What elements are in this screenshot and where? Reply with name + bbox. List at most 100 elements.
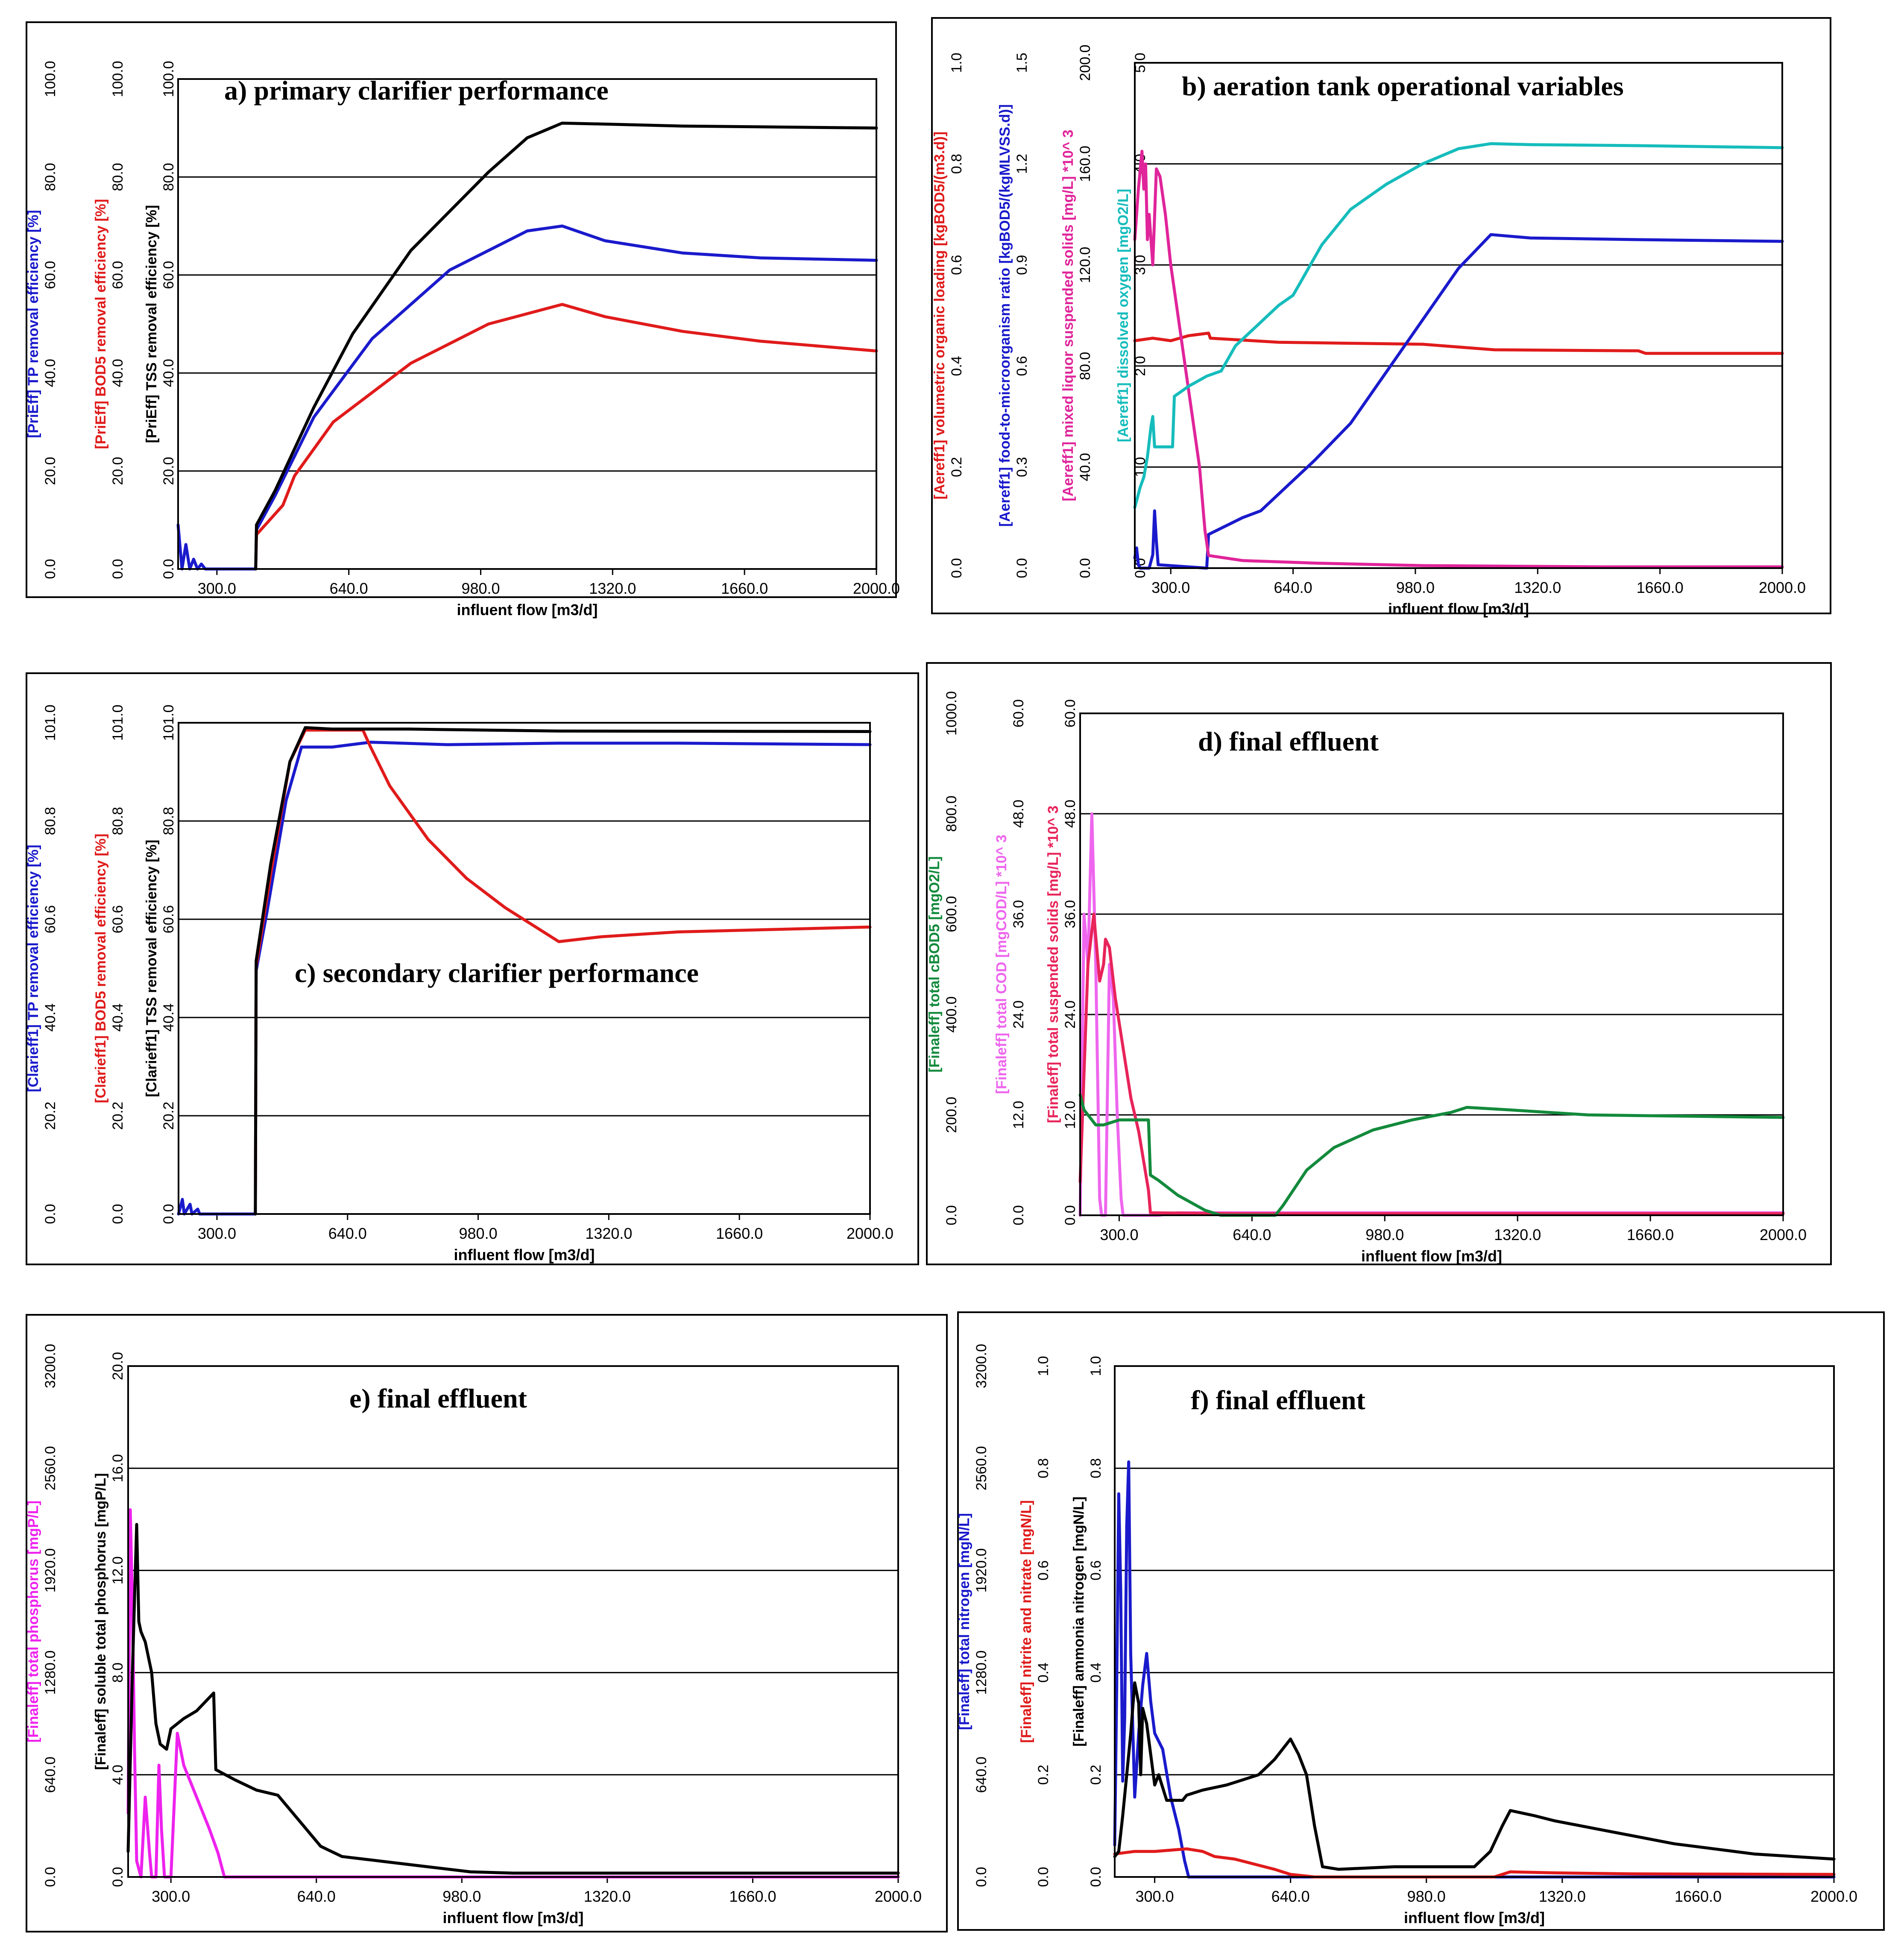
series-line-tss-removal-efficiency [254, 726, 872, 1216]
x-axis-label: influent flow [m3/d] [1361, 1247, 1502, 1265]
y-axis-label: [Finaleff] total COD [mgCOD/L] *10^ 3 [993, 835, 1010, 1094]
ytick-label: 48.0 [1011, 800, 1027, 828]
ytick-label: 120.0 [1077, 247, 1093, 283]
y-axis-label: [PriEff] BOD5 removal efficiency [%] [93, 199, 109, 449]
ytick-label: 20.2 [42, 1102, 59, 1130]
xtick-label: 300.0 [1151, 579, 1190, 596]
xtick-label: 1660.0 [721, 580, 768, 597]
ytick-label: 0.6 [1088, 1560, 1104, 1581]
ytick-label: 1.2 [1014, 154, 1030, 174]
ytick-label: 2560.0 [973, 1446, 990, 1490]
y-axis-label: [Clarieff1] BOD5 removal efficiency [%] [93, 833, 109, 1103]
ytick-label: 200.0 [943, 1097, 960, 1133]
chart-title: e) final effluent [349, 1383, 527, 1413]
ytick-label: 0.0 [110, 1867, 126, 1887]
ytick-label: 40.0 [42, 359, 59, 387]
ytick-label: 100.0 [42, 61, 59, 97]
x-axis-label: influent flow [m3/d] [1388, 600, 1529, 618]
ytick-label: 0.6 [949, 255, 965, 275]
ytick-label: 12.0 [110, 1556, 126, 1584]
xtick-label: 2000.0 [1810, 1888, 1857, 1905]
ytick-label: 1.0 [1088, 1356, 1104, 1376]
xtick-label: 300.0 [1100, 1226, 1138, 1243]
ytick-label: 0.0 [1011, 1205, 1027, 1225]
ytick-label: 40.0 [1077, 453, 1093, 481]
ytick-label: 600.0 [943, 896, 960, 932]
panel-frame [26, 672, 919, 1265]
ytick-label: 0.4 [1035, 1663, 1052, 1683]
xtick-label: 1320.0 [589, 580, 636, 597]
xtick-label: 1660.0 [1637, 579, 1684, 596]
xtick-label: 1320.0 [585, 1225, 632, 1242]
ytick-label: 100.0 [161, 61, 177, 97]
xtick-label: 2000.0 [1759, 579, 1806, 596]
ytick-label: 24.0 [1062, 1000, 1078, 1029]
xtick-label: 1320.0 [1514, 579, 1561, 596]
ytick-label: 0.0 [1035, 1867, 1052, 1887]
ytick-label: 80.0 [110, 163, 126, 191]
ytick-label: 8.0 [110, 1663, 126, 1683]
plot-area [1114, 1365, 1835, 1878]
x-axis-label: influent flow [m3/d] [443, 1909, 584, 1927]
ytick-label: 60.0 [42, 261, 59, 289]
ytick-label: 1000.0 [943, 691, 960, 736]
xtick-label: 1660.0 [1675, 1888, 1722, 1905]
ytick-label: 101.0 [42, 704, 59, 741]
xtick-label: 640.0 [330, 580, 368, 597]
ytick-label: 0.2 [1088, 1765, 1104, 1785]
ytick-label: 1.0 [949, 53, 965, 73]
panel-d: 0.0 200.0 400.0 600.0 800.0 1000.0 [Finaleff] … [926, 662, 1832, 1265]
ytick-label: 12.0 [1062, 1101, 1078, 1129]
xtick-label: 1660.0 [1627, 1226, 1674, 1243]
panel-e: 0.0 640.0 1280.0 1920.0 2560.0 3200.0 [Finalef… [25, 1314, 948, 1932]
xtick-label: 980.0 [459, 1225, 498, 1242]
x-axis-label: influent flow [m3/d] [454, 1246, 595, 1264]
ytick-label: 12.0 [1011, 1101, 1027, 1129]
ytick-label: 60.0 [1011, 699, 1027, 727]
chart-title: d) final effluent [1198, 726, 1379, 757]
xtick-label: 2000.0 [1760, 1226, 1807, 1243]
ytick-label: 0.8 [1035, 1458, 1052, 1478]
xtick-label: 980.0 [1407, 1888, 1446, 1905]
series-line-tss-removal-efficiency [254, 121, 878, 571]
ytick-label: 40.0 [161, 359, 177, 387]
ytick-label: 36.0 [1011, 900, 1027, 928]
xtick-label: 1320.0 [584, 1888, 631, 1905]
ytick-label: 36.0 [1062, 900, 1078, 928]
y-axis-label: [Clarieff1] TP removal efficiency [%] [25, 845, 41, 1092]
ytick-label: 80.8 [110, 807, 126, 835]
xtick-label: 2000.0 [847, 1225, 893, 1242]
series-line-tp-removal-efficiency [176, 224, 878, 571]
ytick-label: 101.0 [161, 704, 177, 741]
ytick-label: 2560.0 [42, 1446, 59, 1490]
xtick-label: 2000.0 [853, 580, 900, 597]
ytick-label: 4.0 [110, 1765, 126, 1785]
xtick-label: 1320.0 [1494, 1226, 1541, 1243]
ytick-label: 20.0 [161, 457, 177, 485]
series-line-dissolved-oxygen [1133, 142, 1784, 509]
ytick-label: 80.8 [161, 807, 177, 835]
series-line-total-nitrogen [1113, 1460, 1836, 1879]
panel-frame [26, 21, 897, 598]
panel-b: 0.0 0.2 0.4 0.6 0.8 1.0 [Aereff1] volumetric o… [931, 17, 1831, 618]
xtick-label: 640.0 [1274, 579, 1312, 596]
y-axis-label: [Aereff1] volumetric organic loading [kg… [931, 132, 948, 499]
ytick-label: 3200.0 [42, 1344, 59, 1388]
series-line-total-suspended-solids [1078, 912, 1785, 1215]
ytick-label: 60.6 [161, 905, 177, 933]
ytick-label: 60.0 [110, 261, 126, 289]
ytick-label: 0.0 [110, 559, 126, 579]
xtick-label: 300.0 [198, 1225, 236, 1242]
ytick-label: 48.0 [1062, 800, 1078, 828]
plot-area [178, 722, 871, 1215]
panel-a: 0.0 20.0 40.0 60.0 80.0 100.0 [PriEff] TP remo… [25, 21, 900, 619]
plot-area [1079, 713, 1784, 1216]
ytick-label: 60.0 [161, 261, 177, 289]
ytick-label: 3200.0 [973, 1344, 990, 1388]
ytick-label: 0.0 [1088, 1867, 1104, 1887]
ytick-label: 80.0 [42, 163, 59, 191]
series-line-nitrite-and-nitrate [1113, 1847, 1836, 1879]
xtick-label: 300.0 [152, 1888, 190, 1905]
x-axis-label: influent flow [m3/d] [457, 601, 598, 619]
